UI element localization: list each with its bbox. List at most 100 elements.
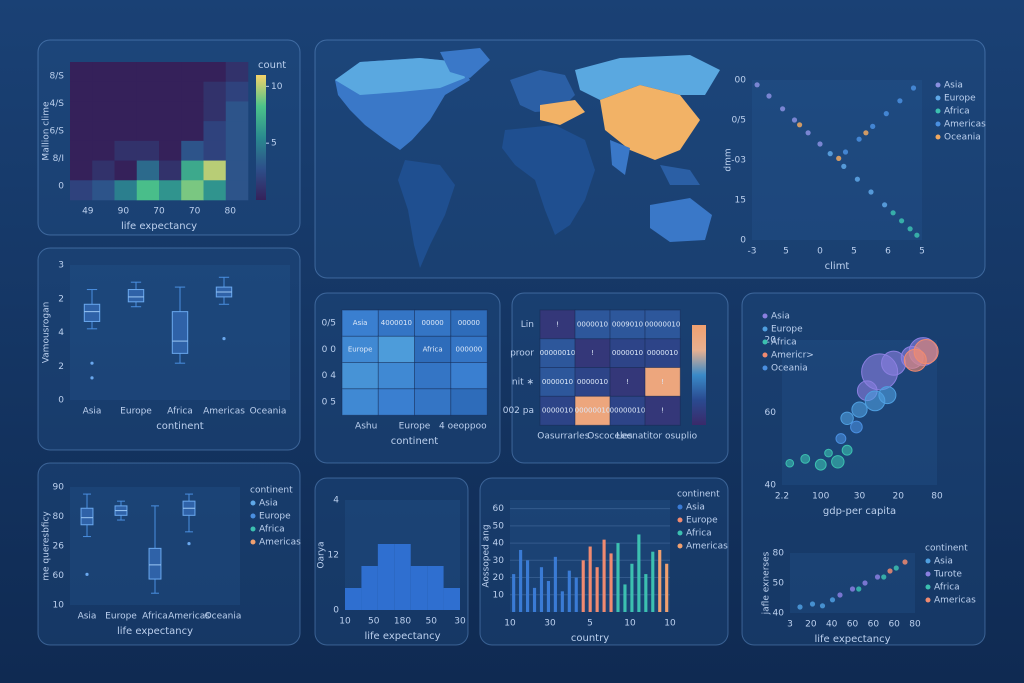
y-tick-label: nit ∗ [512, 377, 534, 387]
x-tick-label: 90 [118, 207, 130, 217]
heatmap-cell [70, 160, 93, 181]
point [809, 601, 816, 607]
point [805, 130, 811, 136]
legend-label: Africa [259, 525, 285, 535]
y-tick-label: 20 [493, 573, 505, 583]
x-tick-label: 3 [787, 620, 793, 630]
canada [335, 58, 465, 95]
x-tick-label: Ashu [355, 422, 377, 432]
x-tick-label: Europe [399, 422, 431, 432]
cell-label: ! [591, 349, 594, 357]
heatmap-cell [70, 180, 93, 201]
x-tick-label: 60 [868, 620, 880, 630]
x-tick-label: 2.2 [775, 492, 789, 502]
bar [553, 556, 557, 612]
point [890, 210, 896, 216]
bar [546, 580, 550, 612]
x-tick-label: 30 [854, 492, 866, 502]
point [800, 454, 811, 464]
heatmap-cell [159, 121, 182, 142]
heatmap-cell [644, 309, 681, 340]
legend-label: Asia [771, 312, 790, 322]
legend-label: Asia [259, 499, 278, 509]
y-tick-label: 50 [773, 579, 785, 589]
x-axis-label: life expectancy [814, 634, 890, 645]
y-tick-label: 40 [493, 539, 505, 549]
legend-marker [250, 513, 256, 519]
cell-label: 00000 [421, 319, 443, 327]
heatmap-cell [70, 81, 93, 102]
y-tick-label: 3 [58, 261, 64, 271]
point [902, 559, 908, 565]
cell-label: Asia [353, 319, 368, 327]
point [882, 202, 888, 208]
y-tick-label: 4/S [50, 99, 65, 109]
y-axis-label: jafle exnerses [762, 551, 772, 615]
y-tick-label: 60 [493, 504, 505, 514]
point [851, 401, 868, 418]
point [829, 597, 836, 603]
heatmap-cell [92, 121, 115, 142]
heatmap-cell [114, 121, 138, 142]
heatmap-cell [450, 388, 488, 416]
cell-label: 00000 [458, 319, 480, 327]
southeast-asia [660, 165, 700, 185]
y-axis-label: Mallion clime [42, 101, 52, 161]
europe [510, 70, 575, 112]
x-tick-label: -3 [748, 247, 757, 257]
legend-label: Africa [944, 107, 970, 117]
y-tick-label: 2 [58, 362, 64, 372]
x-tick-label: 40 [826, 620, 838, 630]
legend-label: Europe [686, 516, 718, 526]
y-tick-label: 40 [773, 609, 785, 619]
hist-bar [377, 544, 395, 610]
point [797, 122, 803, 128]
heatmap-cell [159, 160, 182, 181]
x-tick-label: Europe [120, 407, 152, 417]
bar [532, 587, 537, 612]
y-tick-label: 40 [765, 481, 777, 491]
bar [665, 563, 669, 612]
heatmap-cell [377, 388, 416, 416]
heatmap-cell [136, 121, 160, 142]
point [863, 130, 869, 136]
point [910, 85, 917, 91]
colorbar-tick-label: 5 [271, 139, 277, 149]
bar [574, 577, 578, 612]
y-tick-label: 00 [735, 76, 747, 86]
heatmap-cell [203, 180, 227, 201]
hist-bar [394, 544, 411, 610]
x-axis-label: gdp-per capita [823, 506, 896, 517]
x-tick-label: 30 [454, 617, 466, 627]
x-tick-label: 50 [426, 617, 438, 627]
heatmap-cell [70, 62, 93, 83]
point [842, 149, 849, 155]
y-tick-label: 0 5 [322, 397, 336, 407]
colorbar-tick-label: 10 [271, 82, 283, 92]
heatmap-cell [644, 338, 681, 369]
heatmap-cell [92, 140, 115, 161]
x-tick-label: 5 [919, 247, 925, 257]
outlier [90, 361, 94, 365]
legend-label: Americas [944, 120, 986, 130]
legend-label: Africa [771, 338, 797, 348]
legend-marker [762, 339, 768, 345]
colorbar-label: count [258, 60, 286, 71]
cell-label: 00000010 [575, 407, 611, 415]
point [766, 93, 772, 99]
heatmap-cell [114, 81, 138, 102]
heatmap-cell [341, 309, 380, 338]
x-tick-label: Oscoceles [587, 432, 633, 442]
y-tick-label: 8/I [53, 154, 64, 164]
point [897, 98, 903, 104]
point [754, 82, 760, 88]
x-tick-label: 180 [394, 617, 411, 627]
heatmap-cell [159, 180, 182, 201]
heatmap-cell [136, 160, 160, 181]
point [849, 586, 856, 592]
legend-marker [677, 543, 683, 549]
x-tick-label: Oceania [205, 612, 242, 622]
heatmap-cell [114, 160, 138, 181]
bar [567, 570, 571, 612]
